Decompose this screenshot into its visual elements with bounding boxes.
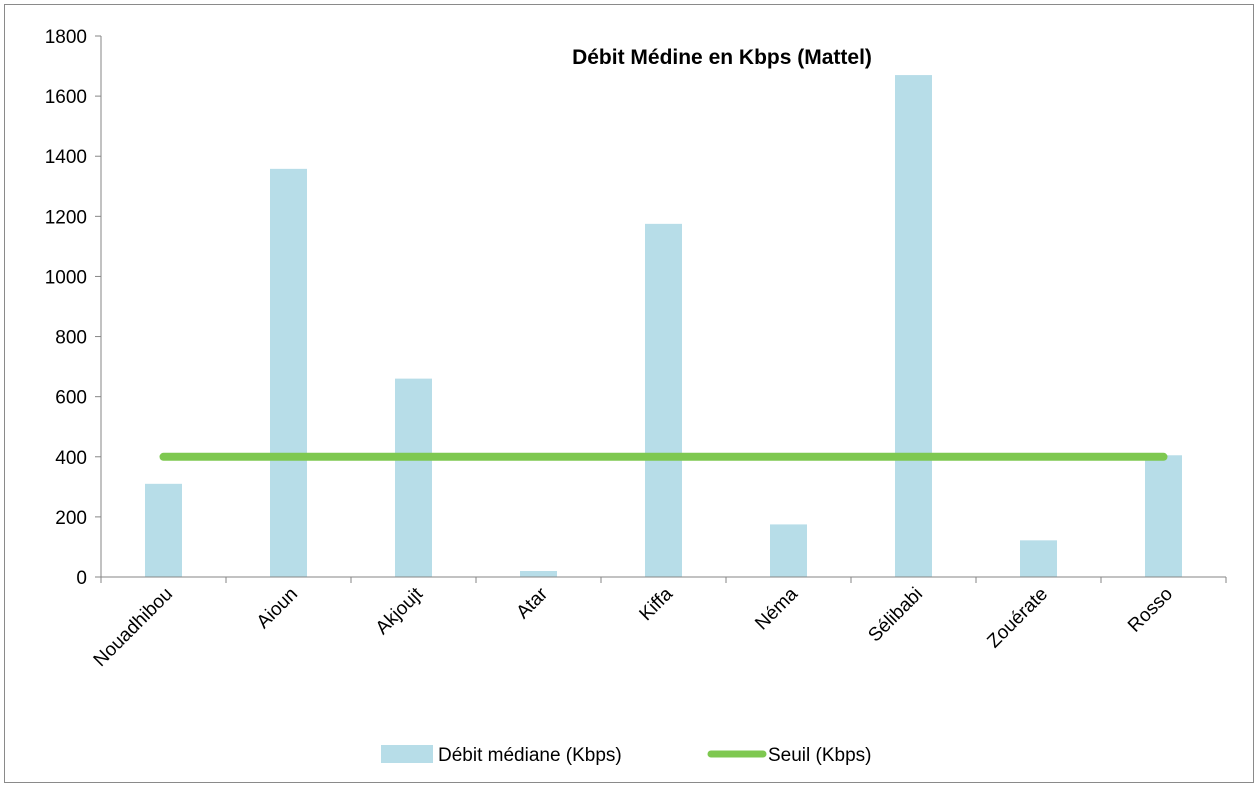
y-tick-label: 600 (55, 388, 87, 409)
x-tick-label: Sélibabi (864, 584, 927, 647)
x-tick-label: Aioun (253, 584, 302, 633)
bar (1020, 540, 1057, 577)
y-tick-label: 1000 (45, 267, 87, 288)
x-tick-label: Nouadhibou (90, 584, 177, 671)
bar (1145, 455, 1182, 577)
y-tick-label: 1400 (45, 147, 87, 168)
x-axis: Nouadhibou Aioun Akjoujt Atar Kiffa Néma Sélib… (90, 576, 1227, 671)
y-tick-label: 800 (55, 328, 87, 349)
chart-title: Débit Médine en Kbps (Mattel) (572, 46, 872, 69)
bar (895, 75, 932, 578)
y-tick-label: 400 (55, 448, 87, 469)
x-tick-label: Atar (513, 583, 553, 623)
legend-label-bar: Débit médiane (Kbps) (438, 745, 622, 766)
bar-series (145, 75, 1182, 578)
legend: Débit médiane (Kbps) Seuil (Kbps) (381, 745, 872, 766)
bar (270, 168, 307, 577)
y-tick-label: 1600 (45, 87, 87, 108)
y-tick-label: 1800 (45, 27, 87, 48)
legend-label-line: Seuil (Kbps) (768, 745, 872, 766)
bar (770, 524, 807, 577)
bar (395, 378, 432, 577)
x-tick-label: Néma (751, 583, 802, 634)
x-tick-label: Rosso (1124, 584, 1177, 637)
chart-frame (4, 4, 1254, 783)
bar (520, 570, 557, 577)
y-tick-label: 0 (76, 568, 87, 589)
bar (145, 483, 182, 577)
x-tick-label: Kiffa (636, 583, 678, 625)
y-tick-label: 200 (55, 508, 87, 529)
y-tick-label: 1200 (45, 207, 87, 228)
legend-swatch-bar (381, 745, 433, 763)
x-tick-label: Akjoujt (372, 583, 428, 639)
bar (645, 223, 682, 577)
x-tick-label: Zouérate (983, 584, 1052, 653)
y-axis: 0 200 400 600 800 1000 1200 1400 1600 1800 (45, 27, 102, 589)
